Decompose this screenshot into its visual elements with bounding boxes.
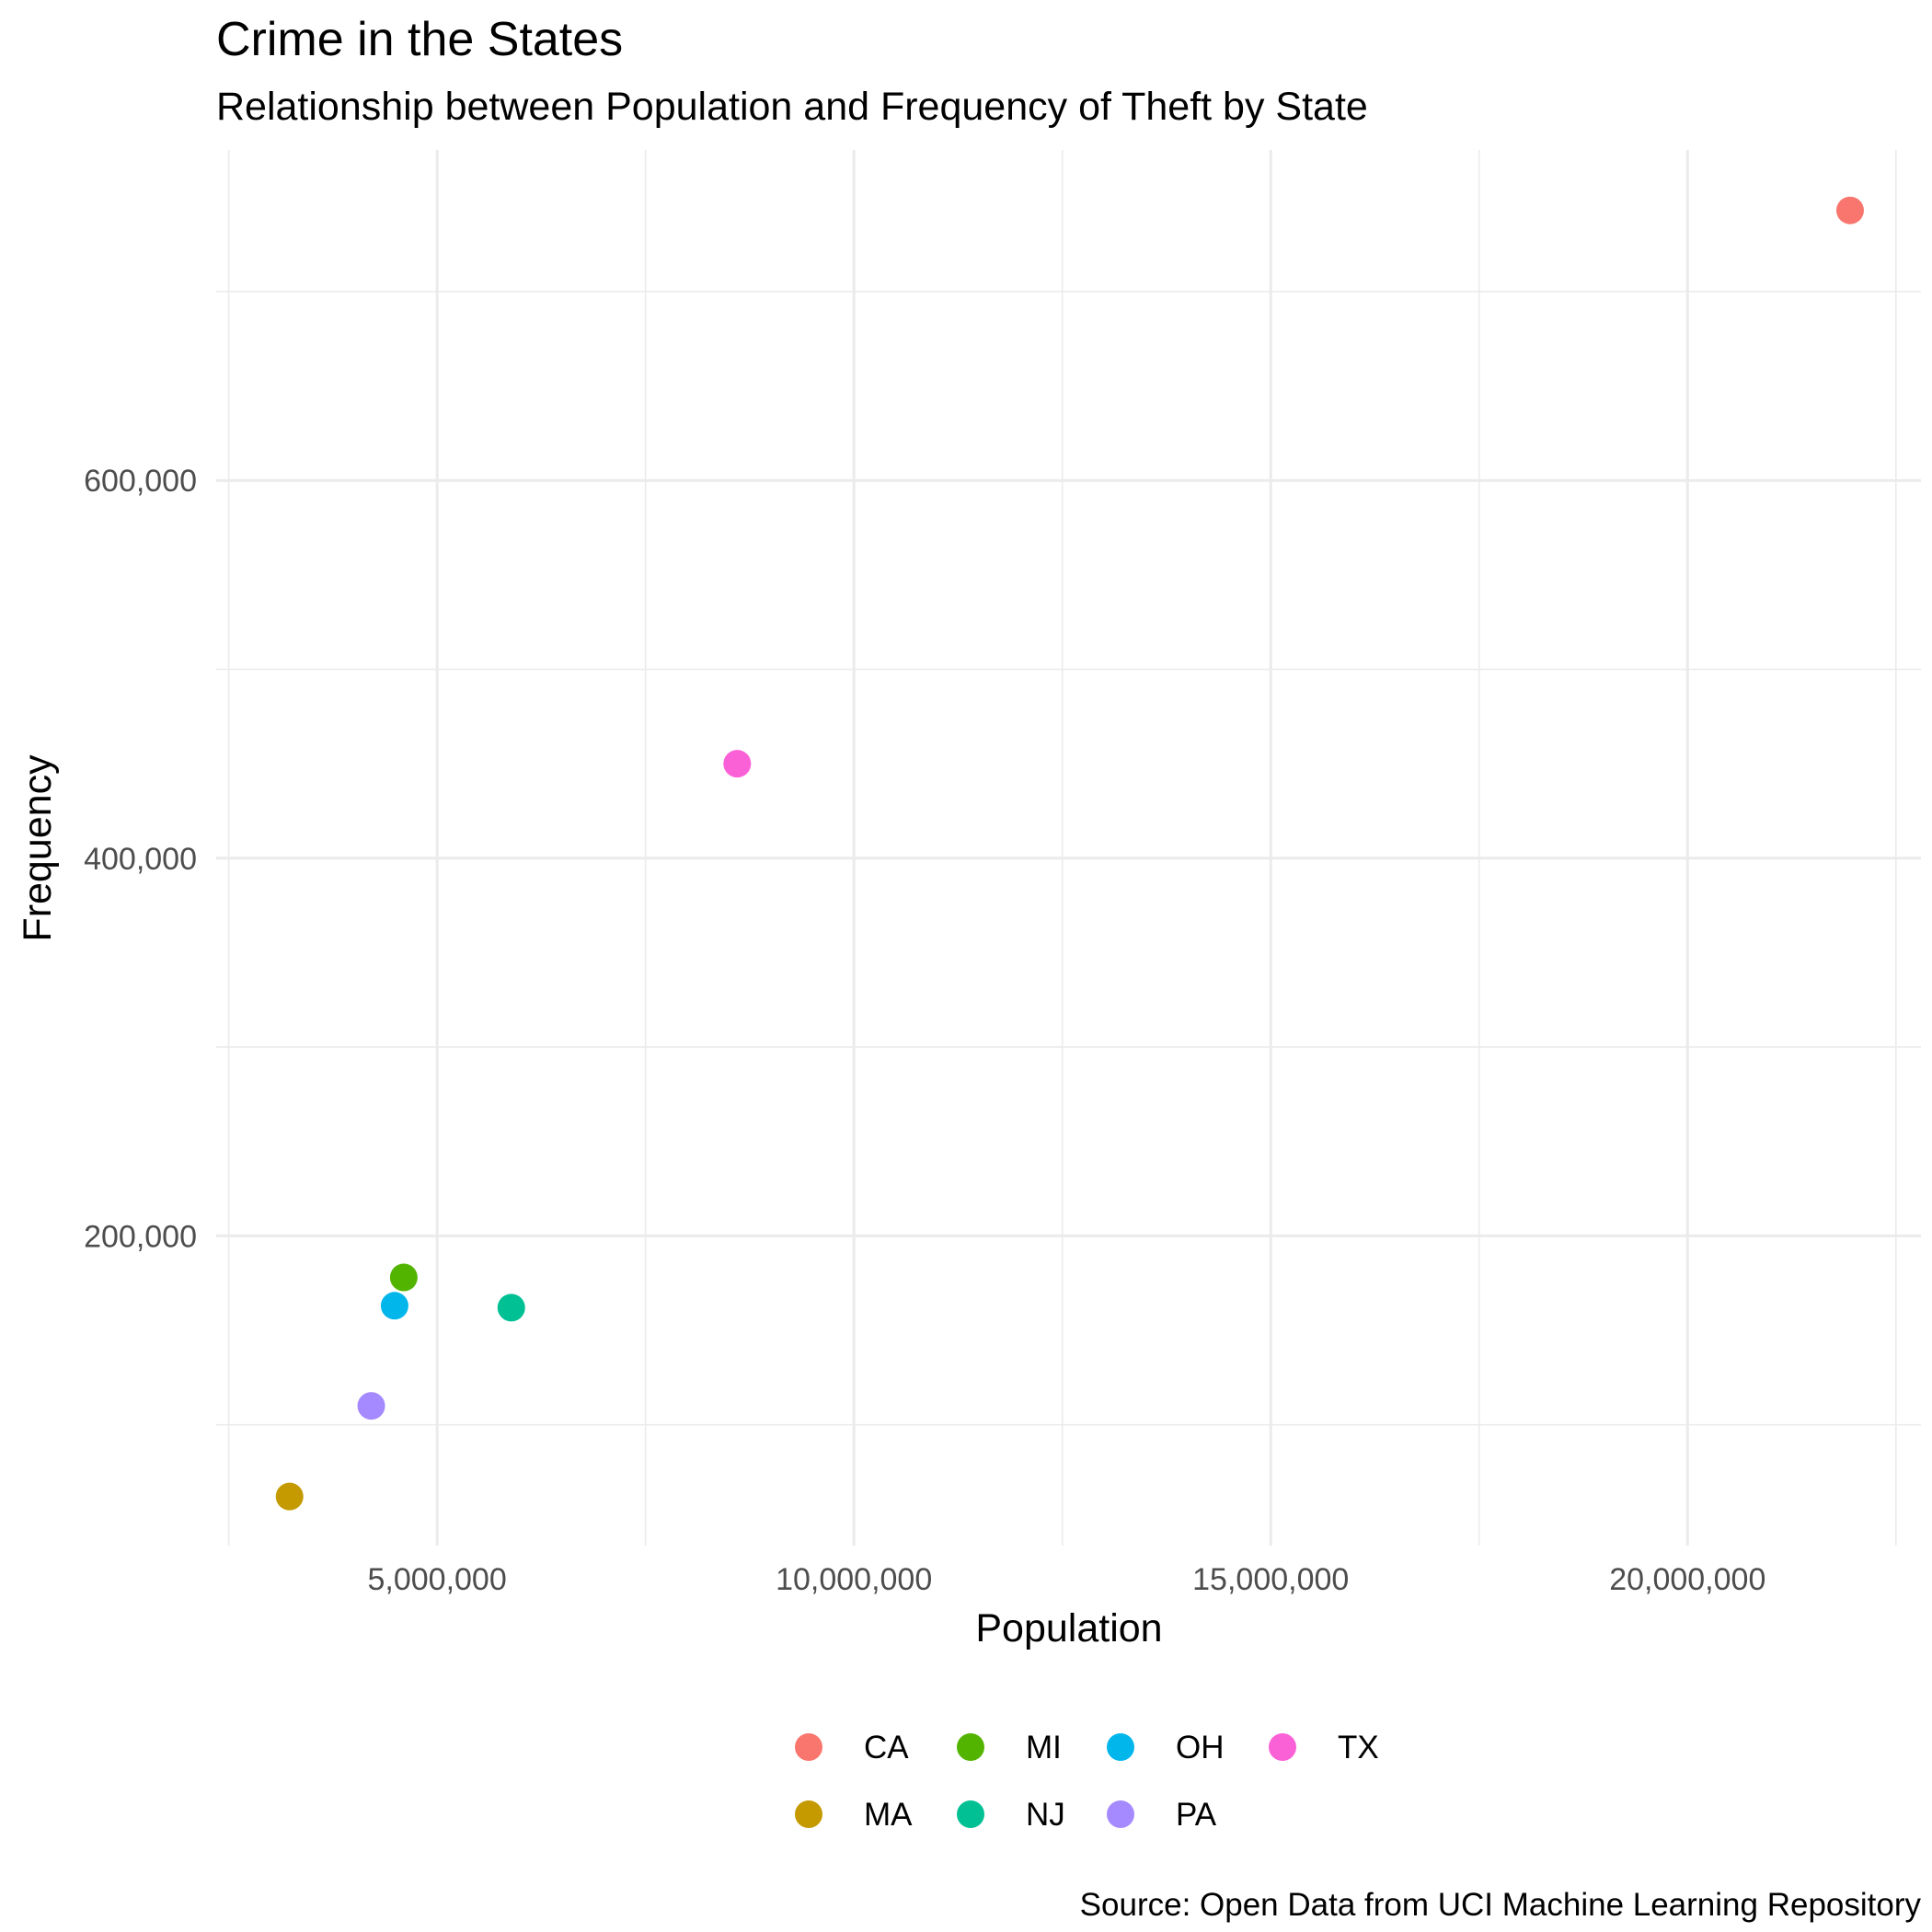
- chart-subtitle: Relationship between Population and Freq…: [216, 85, 1368, 129]
- legend-key-nj: [957, 1800, 984, 1828]
- x-axis-ticks: 5,000,000 10,000,000 15,000,000 20,000,000: [367, 1562, 1765, 1597]
- legend-label-oh: OH: [1176, 1730, 1225, 1765]
- chart-title: Crime in the States: [216, 13, 623, 66]
- legend-key-ca: [795, 1733, 822, 1761]
- data-point-tx: [723, 750, 752, 778]
- x-tick-label: 10,000,000: [776, 1562, 932, 1597]
- legend-label-tx: TX: [1338, 1730, 1379, 1765]
- y-tick-label: 400,000: [84, 842, 197, 877]
- data-point-ca: [1835, 196, 1864, 224]
- data-points: [275, 196, 1864, 1511]
- legend-label-pa: PA: [1176, 1797, 1217, 1833]
- y-axis-title: Frequency: [16, 754, 60, 942]
- x-tick-label: 5,000,000: [367, 1562, 506, 1597]
- legend: CA MA MI NJ OH PA TX: [795, 1730, 1379, 1833]
- legend-key-tx: [1269, 1733, 1296, 1761]
- data-point-mi: [389, 1263, 418, 1292]
- legend-key-ma: [795, 1800, 822, 1828]
- y-tick-label: 200,000: [84, 1219, 197, 1254]
- legend-label-ma: MA: [864, 1797, 913, 1833]
- legend-label-mi: MI: [1026, 1730, 1062, 1765]
- chart-caption: Source: Open Data from UCI Machine Learn…: [1080, 1887, 1922, 1923]
- x-tick-label: 15,000,000: [1192, 1562, 1349, 1597]
- data-point-ma: [275, 1482, 304, 1511]
- data-point-pa: [357, 1392, 385, 1420]
- grid: [216, 150, 1921, 1546]
- legend-label-nj: NJ: [1026, 1797, 1065, 1833]
- data-point-oh: [380, 1292, 408, 1320]
- x-axis-title: Population: [975, 1606, 1162, 1650]
- x-tick-label: 20,000,000: [1609, 1562, 1765, 1597]
- y-axis-ticks: 200,000 400,000 600,000: [84, 464, 197, 1254]
- legend-key-oh: [1107, 1733, 1134, 1761]
- legend-key-mi: [957, 1733, 984, 1761]
- y-tick-label: 600,000: [84, 464, 197, 499]
- legend-label-ca: CA: [864, 1730, 909, 1765]
- data-point-nj: [497, 1294, 525, 1322]
- legend-key-pa: [1107, 1800, 1134, 1828]
